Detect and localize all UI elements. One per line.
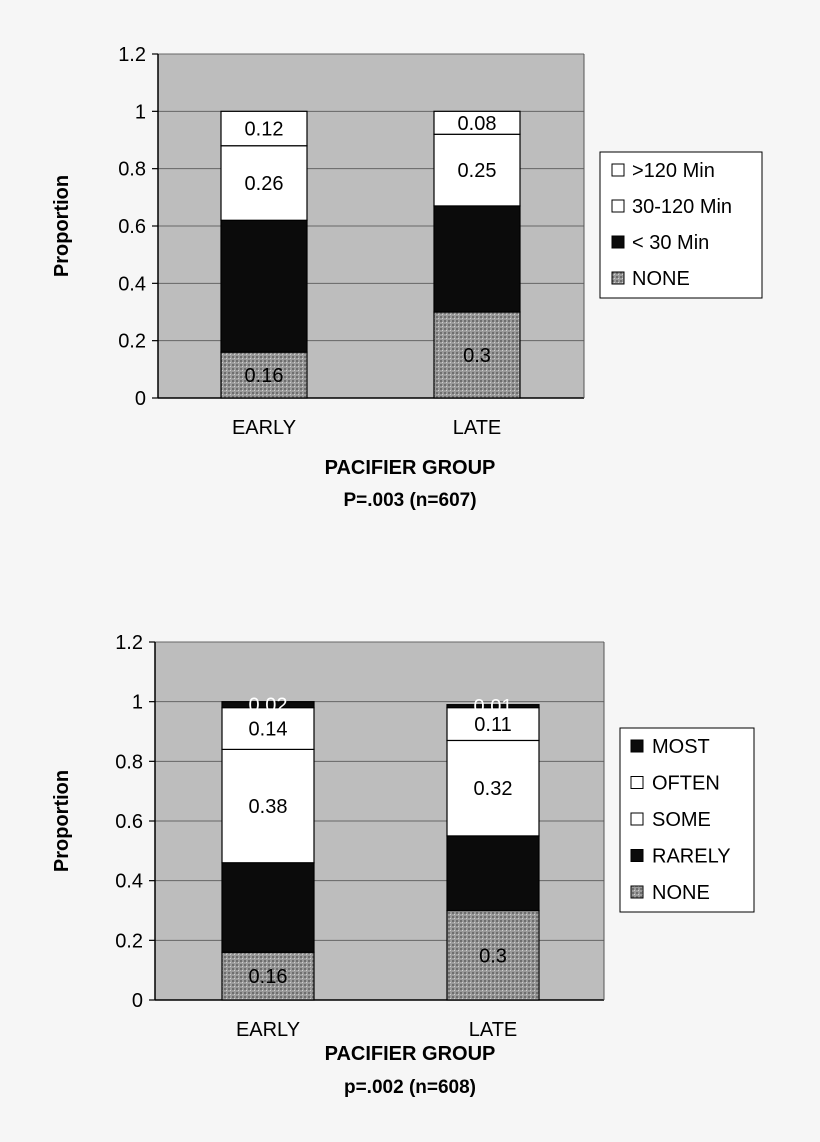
legend-label: < 30 Min bbox=[632, 232, 709, 254]
y-tick-label: 0.2 bbox=[115, 930, 143, 952]
data-label: 0.25 bbox=[458, 160, 497, 182]
legend-swatch bbox=[630, 885, 644, 899]
legend-swatch bbox=[630, 776, 644, 789]
data-label: 0.3 bbox=[463, 345, 491, 367]
chart-bottom-xlabel: PACIFIER GROUP bbox=[324, 1043, 496, 1065]
chart-bottom-subtitle: p=.002 (n=608) bbox=[343, 1077, 477, 1098]
data-label: 0.26 bbox=[245, 173, 284, 195]
bar-segment bbox=[220, 145, 308, 221]
chart-top: 0 0.2 0.4 0.6 0.8 1 1.2 Proportion 0.16 0.26 0.12 E… bbox=[0, 0, 820, 540]
y-tick-label: 1 bbox=[135, 101, 146, 123]
y-tick-label: 1.2 bbox=[118, 44, 146, 66]
bar-segment bbox=[221, 862, 315, 953]
y-tick-label: 1 bbox=[132, 692, 143, 714]
legend-label: NONE bbox=[652, 882, 710, 904]
y-tick-label: 0.6 bbox=[115, 811, 143, 833]
chart-top-svg: 0 0.2 0.4 0.6 0.8 1 1.2 Proportion 0.16 0.26 0.12 E… bbox=[51, 44, 763, 439]
bar-segment bbox=[433, 133, 521, 207]
legend-label: MOST bbox=[652, 736, 710, 758]
bar-segment bbox=[221, 951, 315, 1001]
y-tick-label: 0 bbox=[132, 990, 143, 1012]
bar-segment bbox=[446, 707, 540, 742]
bar-segment bbox=[220, 219, 308, 353]
y-axis-label: Proportion bbox=[51, 770, 73, 872]
data-label: 0.32 bbox=[474, 778, 513, 800]
legend-swatch bbox=[611, 271, 625, 285]
legend-box bbox=[599, 151, 763, 299]
chart-top-subtitle: P=.003 (n=607) bbox=[343, 490, 477, 511]
data-label: 0.16 bbox=[249, 966, 288, 988]
y-tick-label: 0 bbox=[135, 388, 146, 410]
bar-segment bbox=[221, 707, 315, 750]
bar-segment bbox=[446, 835, 540, 912]
data-label: 0.08 bbox=[458, 113, 497, 135]
legend-label: NONE bbox=[632, 268, 690, 290]
legend-swatch bbox=[630, 739, 644, 753]
data-label: 0.3 bbox=[479, 945, 507, 967]
chart-bottom-svg: 00.20.40.60.811.2Proportion0.160.380.140… bbox=[51, 632, 755, 1041]
data-label: 0.02 bbox=[249, 695, 288, 717]
x-tick-label: EARLY bbox=[236, 1019, 300, 1041]
y-tick-label: 0.4 bbox=[118, 273, 146, 295]
data-label: 0.11 bbox=[474, 714, 511, 736]
bar-segment bbox=[221, 701, 315, 709]
legend-label: 30-120 Min bbox=[632, 196, 732, 218]
legend-label: SOME bbox=[652, 809, 711, 831]
x-tick-label: EARLY bbox=[232, 417, 296, 439]
x-tick-label: LATE bbox=[469, 1019, 518, 1041]
y-axis-label: Proportion bbox=[51, 175, 73, 277]
bar-segment bbox=[433, 205, 521, 313]
data-label: 0.12 bbox=[245, 119, 284, 141]
legend-swatch bbox=[630, 849, 644, 862]
y-tick-label: 0.6 bbox=[118, 216, 146, 238]
y-tick-label: 0.2 bbox=[118, 331, 146, 353]
y-tick-label: 0.8 bbox=[118, 159, 146, 181]
bar-segment bbox=[446, 739, 540, 837]
legend-swatch bbox=[611, 235, 625, 249]
bar-segment bbox=[221, 748, 315, 864]
data-label: 0.38 bbox=[249, 796, 288, 818]
legend-label: >120 Min bbox=[632, 160, 715, 182]
legend-swatch bbox=[630, 812, 644, 826]
x-tick-label: LATE bbox=[453, 417, 502, 439]
data-label: 0.01 bbox=[474, 696, 513, 718]
data-label: 0.16 bbox=[245, 365, 284, 387]
data-label: 0.14 bbox=[249, 719, 288, 741]
chart-bottom: 0 0.2 0.4 0.6 0.8 1 1.2 Proportion 0.16 0.38 0.14 0… bbox=[0, 588, 820, 1048]
chart-top-xlabel: PACIFIER GROUP bbox=[324, 457, 496, 479]
bar-segment bbox=[433, 311, 521, 399]
y-tick-label: 1.2 bbox=[115, 632, 143, 654]
legend-swatch bbox=[611, 163, 625, 177]
bar-segment bbox=[433, 110, 521, 135]
legend-swatch bbox=[611, 199, 625, 213]
y-tick-label: 0.8 bbox=[115, 751, 143, 773]
legend-label: OFTEN bbox=[652, 773, 720, 795]
legend-label: RARELY bbox=[652, 846, 731, 868]
bar-segment bbox=[220, 110, 308, 147]
bar-segment bbox=[446, 704, 540, 709]
y-tick-label: 0.4 bbox=[115, 871, 143, 893]
bar-segment bbox=[446, 909, 540, 1001]
